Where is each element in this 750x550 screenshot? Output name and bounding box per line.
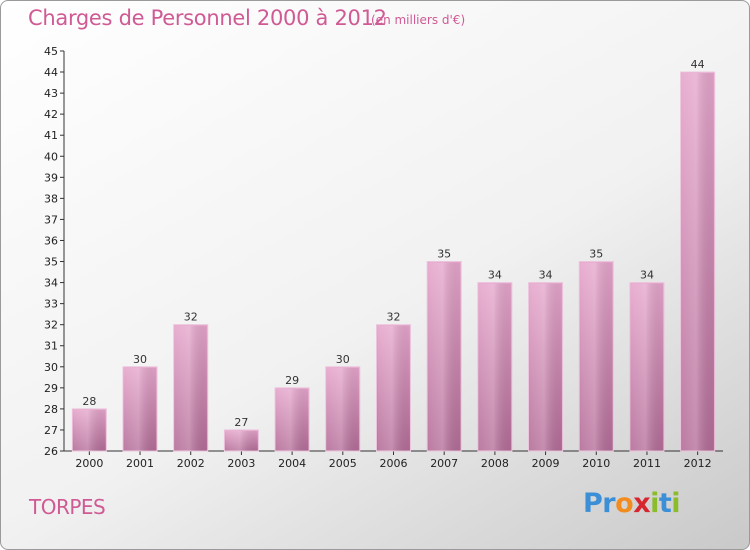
bar-shine xyxy=(326,367,359,451)
commune-name: TORPES xyxy=(29,495,106,519)
y-tick-label: 33 xyxy=(44,298,58,311)
y-tick-label: 36 xyxy=(44,234,58,247)
logo-letter: i xyxy=(650,488,659,519)
x-tick-label: 2001 xyxy=(126,457,154,470)
x-tick-label: 2009 xyxy=(532,457,560,470)
y-axis: 26 27 28 29 30 31 32 33 34 35 36 37 38 39 40 41 42 43 44 45 xyxy=(44,45,65,458)
y-tick-label: 37 xyxy=(44,213,58,226)
y-tick-label: 31 xyxy=(44,340,58,353)
logo-letter: t xyxy=(658,488,672,519)
logo-letter: r xyxy=(602,488,616,519)
y-tick-label: 32 xyxy=(44,319,58,332)
y-tick-label: 34 xyxy=(44,277,58,290)
x-tick-label: 2006 xyxy=(380,457,408,470)
data-label-2003: 27 xyxy=(234,416,248,429)
y-tick-label: 44 xyxy=(44,66,58,79)
data-label-2010: 35 xyxy=(589,248,603,261)
bar-shine xyxy=(580,262,613,451)
x-tick-label: 2008 xyxy=(481,457,509,470)
x-axis: 2000 2001 2002 2003 2004 2005 2006 2007 2008 2009… xyxy=(64,450,723,470)
y-tick-label: 39 xyxy=(44,171,58,184)
x-tick-label: 2012 xyxy=(684,457,712,470)
y-tick-label: 45 xyxy=(44,45,58,58)
x-tick-label: 2010 xyxy=(582,457,610,470)
data-label-2012: 44 xyxy=(691,58,705,71)
bar-shine xyxy=(174,325,207,451)
data-label-2006: 32 xyxy=(387,311,401,324)
logo-letter: P xyxy=(583,488,603,519)
logo-letter: x xyxy=(633,488,651,519)
bar-shine xyxy=(124,367,157,451)
y-tick-label: 26 xyxy=(44,445,58,458)
data-label-2004: 29 xyxy=(285,374,299,387)
y-tick-label: 35 xyxy=(44,256,58,269)
x-tick-label: 2004 xyxy=(278,457,306,470)
data-label-2011: 34 xyxy=(640,269,654,282)
x-tick-label: 2007 xyxy=(430,457,458,470)
bar-shine xyxy=(428,262,461,451)
logo-letter: i xyxy=(671,488,681,519)
data-label-2005: 30 xyxy=(336,353,350,366)
data-label-2000: 28 xyxy=(82,395,96,408)
data-label-2001: 30 xyxy=(133,353,147,366)
y-tick-label: 30 xyxy=(44,361,58,374)
x-tick-label: 2002 xyxy=(177,457,205,470)
bar-shine xyxy=(377,325,410,451)
bar-shine xyxy=(630,283,663,451)
bar-shine xyxy=(478,283,511,451)
data-label-2007: 35 xyxy=(437,248,451,261)
chart-title: Charges de Personnel 2000 à 2012 xyxy=(28,6,387,30)
value-labels: 28 30 32 27 29 30 32 35 34 34 35 34 44 xyxy=(82,58,704,429)
y-tick-label: 43 xyxy=(44,87,58,100)
data-label-2002: 32 xyxy=(184,311,198,324)
y-tick-label: 40 xyxy=(44,150,58,163)
y-tick-label: 27 xyxy=(44,424,58,437)
logo-letter: o xyxy=(615,488,634,519)
bars xyxy=(71,71,716,452)
chart-subtitle: (en milliers d'€) xyxy=(371,13,466,27)
x-tick-label: 2011 xyxy=(633,457,661,470)
x-tick-label: 2005 xyxy=(329,457,357,470)
proxiti-logo[interactable]: Proxiti xyxy=(583,488,681,519)
bar-shine xyxy=(529,283,562,451)
data-label-2009: 34 xyxy=(539,269,553,282)
bar-shine xyxy=(681,73,714,451)
data-label-2008: 34 xyxy=(488,269,502,282)
x-tick-label: 2000 xyxy=(75,457,103,470)
y-tick-label: 42 xyxy=(44,108,58,121)
bar-shine xyxy=(73,409,106,451)
y-tick-label: 29 xyxy=(44,382,58,395)
y-tick-label: 38 xyxy=(44,192,58,205)
bar-shine xyxy=(276,388,309,451)
y-tick-label: 41 xyxy=(44,129,58,142)
x-tick-label: 2003 xyxy=(227,457,255,470)
bar-shine xyxy=(225,430,258,451)
y-tick-label: 28 xyxy=(44,403,58,416)
